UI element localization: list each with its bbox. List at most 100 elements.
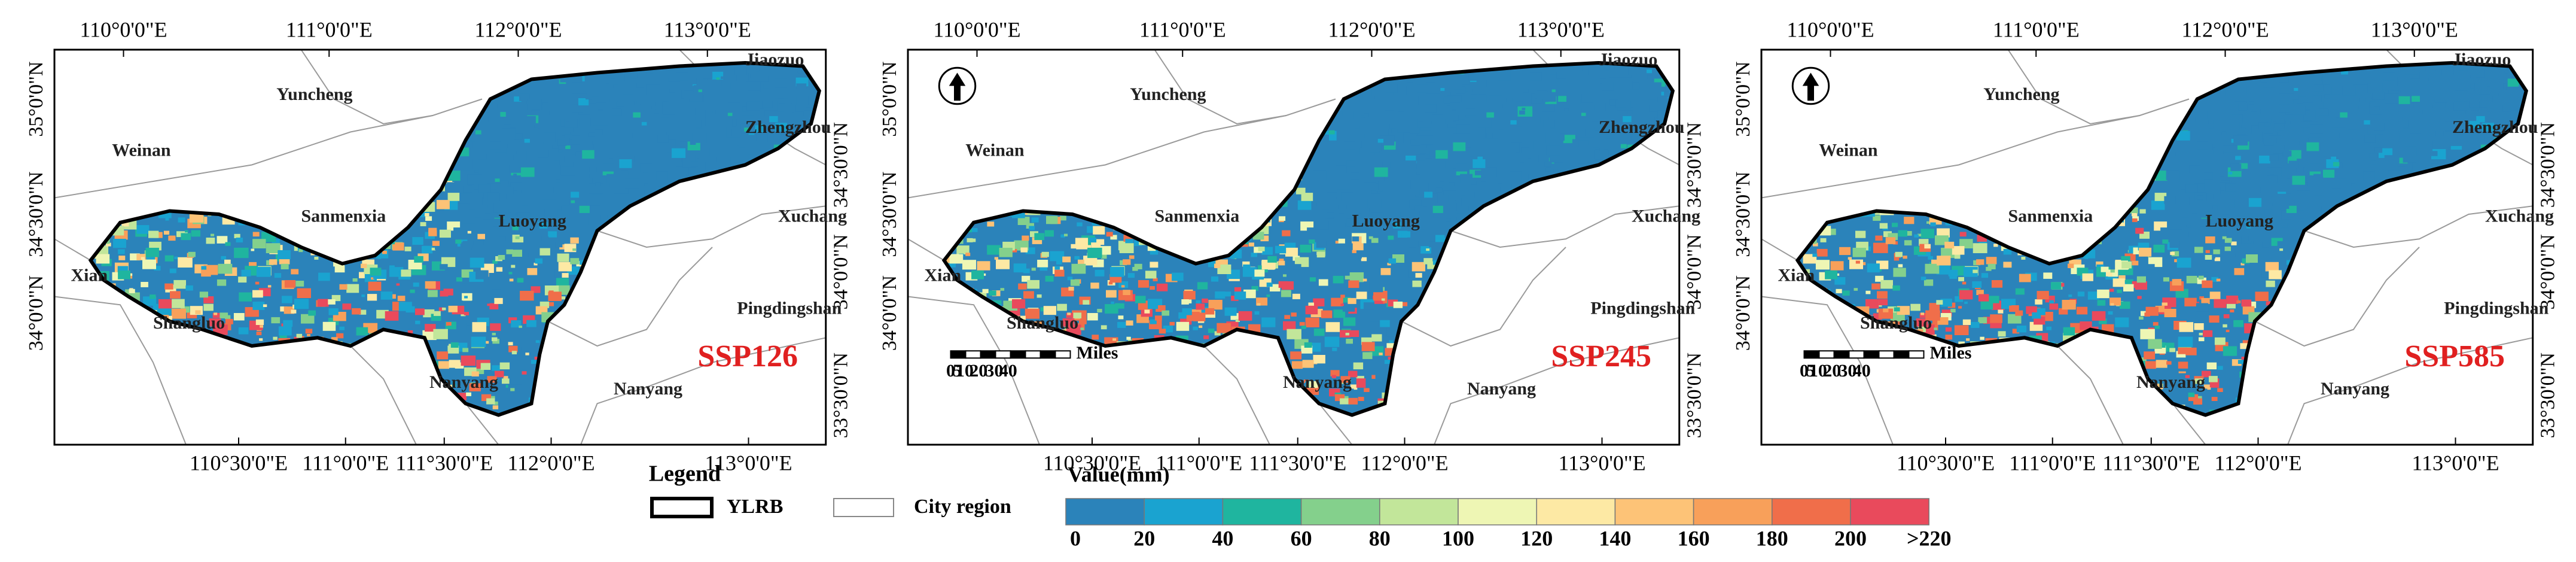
top-tick-label: 111°0'0"E [1139,17,1226,41]
left-tick-label: 34°0'0"N [25,275,47,351]
top-tick-label: 113°0'0"E [1517,17,1605,41]
city-label: Zhengzhou [1599,117,1684,137]
scale-bar [1833,350,1850,359]
scale-label: 40 [1853,361,1871,381]
basin-outline [1795,60,2529,417]
legend-swatch-city [833,498,894,517]
city-label: Pingdingshan [2444,298,2548,318]
city-label: Xian [925,265,962,285]
scale-unit: Miles [1930,343,1972,363]
city-label: Nanyang [1467,379,1536,399]
top-tick-label: 113°0'0"E [664,17,751,41]
scale-bar [1039,350,1056,359]
bin-label: 80 [1369,526,1391,550]
city-label: Weinan [112,140,171,160]
city-label: Yuncheng [276,84,352,104]
city-boundary [300,49,433,124]
scale-bar [1893,350,1910,359]
color-bin [1379,498,1459,525]
city-boundary [2304,205,2533,248]
right-tick-label: 34°0'0"N [2537,234,2559,309]
scale-label: 20 [1823,361,1841,381]
city-label: Xian [1778,265,1815,285]
city-label: Luoyang [2206,211,2273,231]
scale-label: 40 [999,361,1017,381]
basin-outline [941,60,1675,417]
bin-label: 200 [1834,526,1867,550]
city-label: Jiaozuo [2452,50,2511,69]
color-bin [1458,498,1537,525]
city-boundary [2057,345,2124,445]
city-label: Jiaozuo [1599,50,1657,69]
city-boundary [2287,337,2534,445]
scale-label: 30 [985,361,1003,381]
city-label: Nanyang [1283,372,1352,392]
city-label: Pingdingshan [1590,298,1695,318]
city-boundary [54,296,187,445]
city-label: Sanmenxia [1155,206,1240,226]
left-tick-label: 34°0'0"N [879,275,901,351]
scale-label: 0 [1800,361,1809,381]
color-bin [1693,498,1773,525]
right-tick-label: 33°30'0"N [830,353,852,438]
left-tick-label: 34°30'0"N [879,171,901,257]
city-label: Zhengzhou [745,117,831,137]
city-label: Luoyang [1352,211,1420,231]
bottom-tick-label: 111°30'0"E [2102,451,2200,475]
city-boundary [1154,49,1287,124]
scenario-label: SSP585 [2404,339,2505,373]
city-boundary [907,238,945,261]
scale-label: 10 [956,361,974,381]
scale-bar [1908,350,1925,359]
bottom-tick-label: 113°0'0"E [1558,451,1645,475]
top-tick-label: 112°0'0"E [2181,17,2269,41]
city-label: Xian [71,265,108,285]
bottom-tick-label: 111°0'0"E [2009,451,2096,475]
top-tick-label: 113°0'0"E [2371,17,2458,41]
top-tick-label: 111°0'0"E [1993,17,2080,41]
scale-bar [1025,350,1041,359]
color-bin [1614,498,1694,525]
scale-label: 5 [1806,361,1815,381]
scale-unit: Miles [1077,343,1118,363]
bottom-tick-label: 112°0'0"E [507,451,595,475]
scale-label: 0 [946,361,955,381]
legend-swatch-ylrb [650,497,714,518]
city-label: Xuchang [778,206,847,226]
left-tick-label: 34°30'0"N [25,171,47,257]
right-tick-label: 34°0'0"N [830,234,852,309]
city-label: Luoyang [499,211,566,231]
scale-label: 5 [953,361,962,381]
city-boundary [597,205,826,248]
scale-bar [1848,350,1865,359]
bottom-tick-label: 111°30'0"E [395,451,493,475]
city-boundary [1761,238,1798,261]
bin-label: 140 [1599,526,1631,550]
city-label: Pingdingshan [737,298,842,318]
scale-bar [1863,350,1880,359]
bin-label: 20 [1133,526,1155,550]
left-tick-label: 35°0'0"N [1732,61,1754,136]
left-tick-label: 34°0'0"N [1732,275,1754,351]
city-label: Shangluo [1007,313,1078,333]
bottom-tick-label: 112°0'0"E [1361,451,1448,475]
scale-label: 30 [1839,361,1856,381]
city-label: Shangluo [153,313,225,333]
map-frame [53,48,827,446]
bottom-tick-label: 111°0'0"E [302,451,389,475]
city-label: Xuchang [2485,206,2554,226]
bottom-tick-label: 113°0'0"E [2412,451,2499,475]
bottom-tick-label: 111°30'0"E [1249,451,1346,475]
map-panel: 110°0'0"E 111°0'0"E 112°0'0"E 113°0'0"E 110°… [879,17,1706,475]
scale-bar [1803,350,1820,359]
color-bin [1850,498,1929,525]
city-boundary [907,98,1336,199]
bin-label: 160 [1678,526,1710,550]
city-label: Zhengzhou [2452,117,2538,137]
basin-outline [88,60,822,417]
city-boundary [54,238,92,261]
bottom-tick-label: 110°30'0"E [1897,451,1995,475]
scale-bar [1054,350,1071,359]
map-panel: 110°0'0"E 111°0'0"E 112°0'0"E 113°0'0"E 110°… [1732,17,2559,475]
